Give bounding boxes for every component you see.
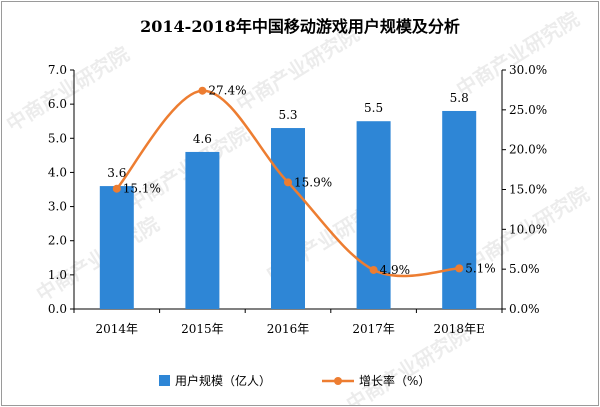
y-right-tick-label: 5.0%	[509, 262, 540, 276]
line-value-label: 15.9%	[294, 175, 332, 189]
x-tick-label: 2015年	[181, 322, 224, 336]
y-left-tick-label: 0.0	[48, 302, 67, 316]
x-tick-label: 2014年	[96, 322, 139, 336]
legend: 用户规模（亿人） 增长率（%）	[159, 373, 430, 388]
y-left-tick-label: 5.0	[48, 131, 67, 145]
bar	[356, 121, 391, 309]
legend-line-marker	[334, 377, 342, 385]
y-left-tick-label: 6.0	[48, 97, 67, 111]
x-tick-label: 2016年	[267, 322, 310, 336]
bar	[442, 110, 477, 309]
line-point	[112, 184, 121, 193]
y-left-tick-label: 2.0	[48, 234, 67, 248]
legend-bar-swatch	[159, 375, 170, 386]
line-value-label: 4.9%	[380, 263, 411, 277]
y-left-tick-label: 3.0	[48, 200, 67, 214]
line-value-label: 5.1%	[465, 261, 496, 275]
y-right-tick-label: 30.0%	[509, 63, 547, 77]
chart-title: 2014-2018年中国移动游戏用户规模及分析	[140, 17, 460, 36]
bar	[271, 128, 305, 309]
legend-bar-label: 用户规模（亿人）	[175, 373, 271, 388]
y-left-tick-label: 1.0	[48, 268, 67, 282]
y-right-tick-label: 20.0%	[509, 143, 547, 157]
line-value-label: 27.4%	[208, 84, 246, 98]
bar-value-label: 5.3	[278, 108, 297, 122]
y-right-tick-label: 25.0%	[509, 103, 547, 117]
line-value-label: 15.1%	[123, 182, 161, 196]
watermark-text: 中商产业研究院	[452, 7, 583, 102]
bar-value-label: 3.6	[107, 166, 126, 180]
line-series	[112, 86, 464, 278]
legend-line-label: 增长率（%）	[359, 373, 430, 388]
axes: 0.0 1.0 2.0 3.0 4.0 5.0 6.0 7.0 0.0% 5.0% 10.0% 15.…	[48, 63, 547, 336]
x-tick-label: 2017年	[352, 322, 395, 336]
x-tick-label: 2018年E	[434, 322, 485, 336]
bar-value-label: 5.5	[364, 101, 383, 115]
bar-series	[99, 110, 477, 309]
line-point	[369, 265, 378, 274]
bar-value-label: 5.8	[450, 91, 469, 105]
y-left-tick-label: 4.0	[48, 165, 67, 179]
y-left-tick-label: 7.0	[48, 63, 67, 77]
bar	[99, 186, 134, 309]
y-right-tick-label: 15.0%	[509, 183, 547, 197]
watermark-text: 中商产业研究院	[2, 42, 133, 137]
watermark-text: 中商产业研究院	[32, 212, 163, 307]
bar	[185, 151, 220, 309]
bar-value-label: 4.6	[193, 132, 212, 146]
y-right-tick-label: 0.0%	[509, 302, 540, 316]
line-point	[455, 264, 464, 273]
data-labels: 3.6 4.6 5.3 5.5 5.8 15.1% 27.4% 15.9% 4.9% 5.1%	[107, 84, 495, 277]
line-point	[198, 86, 207, 95]
line-point	[284, 178, 292, 187]
y-right-tick-label: 10.0%	[509, 222, 547, 236]
